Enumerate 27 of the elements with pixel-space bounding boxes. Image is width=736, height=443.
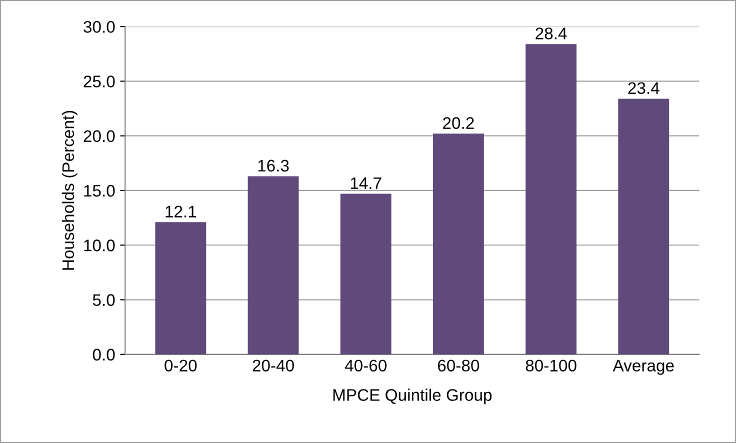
bar xyxy=(432,134,484,354)
data-label: 14.7 xyxy=(350,177,382,189)
x-axis-title: MPCE Quintile Group xyxy=(333,388,492,404)
x-tick-label: 0-20 xyxy=(164,360,197,372)
bar xyxy=(618,98,670,354)
x-tick-label: 40-60 xyxy=(344,360,387,372)
y-tick-label: 0.0 xyxy=(92,348,115,361)
data-label: 20.2 xyxy=(443,117,474,129)
y-tick-label: 30.0 xyxy=(84,20,115,33)
y-tick-label: 25.0 xyxy=(84,76,115,88)
bar xyxy=(526,44,577,354)
x-tick-label: 80-100 xyxy=(526,360,576,372)
data-label: 23.4 xyxy=(628,82,660,94)
data-label: 16.3 xyxy=(258,160,289,172)
x-tick-label: Average xyxy=(612,360,674,375)
x-tick-label: 60-80 xyxy=(438,360,480,372)
y-tick-label: 15.0 xyxy=(84,184,115,197)
data-label: 28.4 xyxy=(536,28,567,40)
y-tick-label: 5.0 xyxy=(92,294,115,306)
bar xyxy=(248,176,299,354)
y-tick-label: 20.0 xyxy=(84,130,115,142)
data-label: 12.1 xyxy=(166,206,196,218)
bar xyxy=(340,194,392,354)
bar xyxy=(155,222,206,354)
y-tick-label: 10.0 xyxy=(84,240,115,252)
x-tick-label: 20-40 xyxy=(252,360,294,372)
y-axis-title: Households (Percent) xyxy=(62,110,78,270)
